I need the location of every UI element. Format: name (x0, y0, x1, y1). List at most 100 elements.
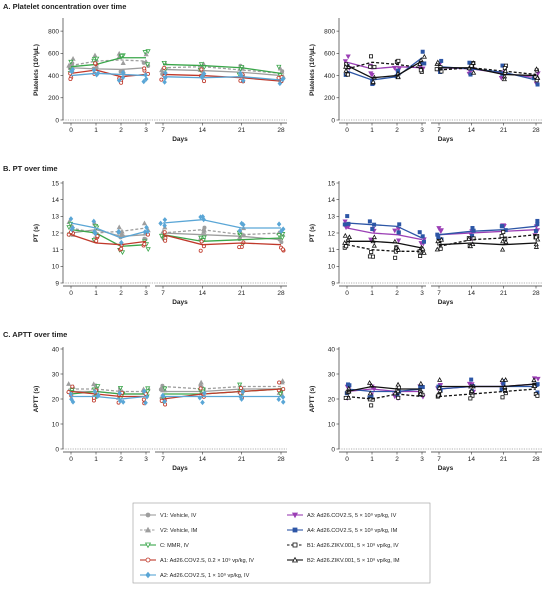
data-point (163, 70, 168, 76)
data-point (119, 250, 126, 256)
data-point (470, 241, 476, 247)
data-point (201, 235, 207, 241)
x-tick-label: 0 (69, 290, 73, 297)
x-tick-label: 14 (468, 127, 476, 134)
data-point (345, 214, 350, 219)
data-point (436, 393, 441, 398)
data-point (395, 388, 401, 393)
data-point (145, 386, 151, 392)
data-point (281, 76, 286, 82)
series-line (162, 234, 282, 246)
series-line (70, 57, 146, 68)
data-point (280, 247, 285, 252)
data-point (276, 64, 282, 70)
x-tick-label: 21 (500, 127, 508, 134)
y-tick-label: 13 (52, 214, 60, 221)
data-point (68, 391, 74, 397)
x-tick-label: 1 (94, 127, 98, 134)
y-tick-label: 600 (48, 51, 59, 58)
data-point (501, 230, 506, 235)
data-point (144, 224, 149, 231)
data-point (119, 53, 125, 59)
series-line (162, 234, 282, 242)
data-point (142, 50, 148, 55)
data-point (158, 220, 163, 227)
y-tick-label: 15 (328, 180, 336, 187)
data-point (277, 80, 283, 87)
series-line (346, 227, 423, 241)
data-point (198, 379, 204, 385)
x-tick-label: 21 (500, 456, 508, 463)
data-point (369, 72, 375, 78)
data-point (421, 249, 427, 255)
data-point (438, 236, 445, 242)
data-point (158, 233, 165, 239)
data-point (467, 243, 474, 249)
data-point (499, 246, 506, 252)
y-tick-label: 20 (52, 396, 60, 403)
panel-a-right: 0 200 400 600 800 0 1 2 3 7 14 21 28 Days Platelets (1… (309, 18, 542, 143)
x-tick-label: 3 (144, 456, 148, 463)
data-point (367, 390, 373, 396)
y-tick-label: 20 (328, 396, 336, 403)
series-line (346, 60, 423, 79)
data-point (93, 61, 98, 66)
data-point (421, 53, 427, 59)
data-point (279, 240, 284, 245)
x-tick-label: 1 (94, 456, 98, 463)
data-point (70, 56, 76, 61)
data-point (280, 226, 286, 232)
x-tick-label: 3 (420, 290, 424, 297)
data-point (343, 63, 349, 69)
series-line (438, 388, 537, 398)
data-point (94, 238, 99, 243)
x-tick-label: 7 (161, 290, 165, 297)
data-point (279, 235, 285, 241)
series-line (162, 76, 282, 81)
data-point (370, 254, 375, 259)
data-point (162, 217, 168, 223)
series-line (70, 390, 146, 398)
series-b2 (343, 53, 541, 85)
series-line (162, 63, 282, 74)
x-tick-label: 1 (370, 290, 374, 297)
series-a2 (68, 213, 286, 246)
x-tick-label: 14 (199, 290, 207, 297)
data-point (95, 384, 101, 389)
data-point (281, 387, 286, 392)
series-line (162, 219, 281, 229)
legend-marker (145, 557, 151, 563)
data-point (397, 222, 402, 227)
data-point (470, 226, 475, 231)
x-tick-label: 0 (345, 127, 349, 134)
data-point (202, 79, 207, 84)
x-tick-label: 2 (119, 127, 123, 134)
panel-c-left: 0 10 20 30 40 0 1 2 3 7 14 21 28 Days APTT (s) (33, 346, 287, 472)
data-point (142, 66, 147, 71)
series-line (346, 57, 423, 81)
data-point (392, 228, 398, 234)
data-point (201, 71, 207, 77)
data-point (162, 398, 167, 405)
series-line (70, 234, 147, 246)
data-point (240, 389, 246, 395)
data-point (145, 247, 151, 253)
data-point (116, 224, 122, 230)
x-tick-label: 7 (161, 456, 165, 463)
data-point (68, 59, 74, 65)
data-point (471, 69, 477, 75)
data-point (162, 65, 167, 70)
data-point (436, 226, 442, 231)
series-line (347, 240, 423, 249)
data-point (393, 244, 399, 250)
legend-label: A2: Ad26.COV2.S, 1 × 10⁹ vp/kg, IV (160, 572, 250, 579)
data-point (276, 233, 282, 238)
x-tick-label: 28 (277, 456, 285, 463)
data-point (346, 72, 351, 77)
data-point (280, 232, 286, 237)
x-axis-label: Days (438, 299, 454, 306)
data-point (342, 222, 347, 227)
x-tick-label: 2 (395, 290, 399, 297)
data-point (420, 234, 425, 239)
